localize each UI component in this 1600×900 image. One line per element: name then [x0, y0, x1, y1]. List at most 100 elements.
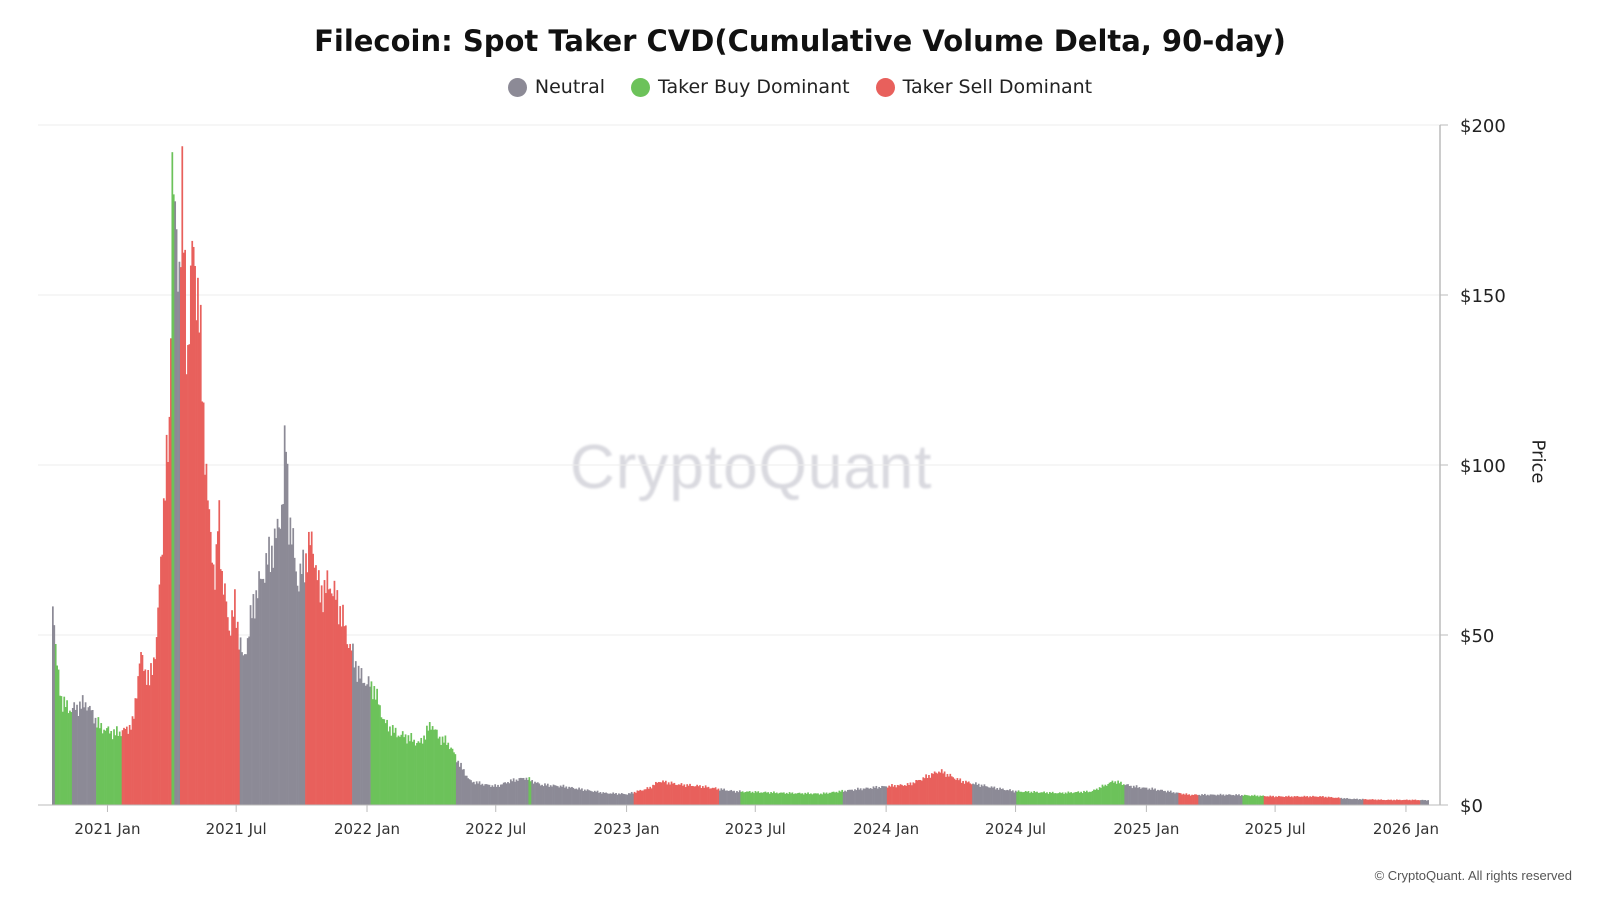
price-bar [1088, 791, 1091, 805]
legend-item-taker-buy[interactable]: Taker Buy Dominant [631, 76, 850, 98]
price-bar [938, 771, 940, 805]
price-bar [451, 748, 454, 805]
price-bar [258, 571, 260, 805]
legend-item-taker-sell[interactable]: Taker Sell Dominant [875, 76, 1092, 98]
price-bar [131, 716, 134, 805]
price-bar [527, 779, 529, 805]
price-bar [730, 789, 733, 805]
price-bar [413, 739, 415, 805]
price-bar [1195, 794, 1198, 805]
price-bar [1010, 791, 1013, 805]
price-bar [1339, 798, 1341, 805]
price-bar [464, 775, 467, 805]
price-bar [427, 730, 430, 805]
price-bar [817, 793, 819, 805]
price-bar [812, 793, 815, 805]
price-bar [734, 792, 737, 805]
price-bar [576, 789, 579, 805]
price-bar [707, 786, 710, 805]
price-bar [965, 780, 967, 805]
price-bar [1115, 783, 1118, 805]
price-bar [178, 261, 181, 805]
price-bar [414, 745, 417, 805]
price-bar [399, 736, 401, 805]
y-tick-label: $150 [1460, 286, 1506, 307]
price-bar [266, 564, 269, 805]
price-bar [177, 291, 179, 806]
price-bar [1206, 794, 1209, 805]
price-bar [326, 570, 329, 805]
price-bar [1074, 792, 1077, 805]
x-tick-label: 2024 Jul [985, 820, 1046, 838]
price-bar [276, 518, 279, 805]
price-bar [1317, 796, 1320, 805]
price-bar [697, 786, 700, 805]
price-bar [805, 793, 808, 805]
price-bar [555, 785, 558, 805]
price-bar [663, 782, 666, 805]
price-bar [909, 782, 912, 805]
price-bar [1343, 798, 1346, 805]
price-bar [531, 780, 534, 805]
price-bar [245, 654, 248, 805]
price-bar [1002, 788, 1004, 805]
price-bar [64, 707, 67, 805]
price-bar [903, 785, 906, 805]
x-tick-label: 2025 Jul [1245, 820, 1306, 838]
price-bar [1349, 798, 1351, 805]
price-bar [616, 794, 619, 805]
price-bar [1107, 784, 1110, 805]
price-bar [1121, 785, 1124, 805]
price-bar [1167, 790, 1169, 805]
price-bar [94, 717, 97, 805]
price-bar [366, 684, 369, 805]
price-bar [325, 593, 327, 805]
price-bar [1341, 798, 1344, 805]
price-bar [536, 782, 539, 805]
price-bar [202, 402, 205, 805]
price-bar [396, 737, 398, 805]
price-bar [1320, 796, 1323, 805]
price-bar [847, 789, 849, 805]
price-bar [637, 790, 640, 805]
price-bar [491, 785, 494, 805]
price-bar [1363, 799, 1366, 805]
price-bar [1415, 800, 1418, 805]
price-bar [170, 338, 172, 805]
price-bar [1397, 799, 1400, 805]
price-bar [1036, 791, 1038, 805]
price-bar [1367, 799, 1370, 805]
price-bar [1179, 793, 1182, 805]
price-bar [225, 601, 228, 805]
price-bar [652, 784, 654, 805]
price-bar [1159, 789, 1162, 805]
price-bar [659, 782, 662, 805]
price-bar [120, 736, 122, 805]
legend-item-neutral[interactable]: Neutral [507, 76, 605, 98]
price-bar [1248, 795, 1250, 805]
price-bar [401, 731, 404, 805]
price-bar [302, 549, 305, 805]
price-bar [1366, 799, 1368, 805]
price-bar [1326, 797, 1329, 805]
price-bar [929, 777, 932, 805]
price-bar [802, 794, 805, 805]
price-bar [101, 733, 104, 805]
price-bar [673, 782, 676, 805]
price-bar [373, 686, 376, 805]
price-bar [1192, 794, 1195, 805]
price-bar [1130, 785, 1132, 805]
price-bar [699, 785, 701, 805]
price-bar [296, 585, 299, 805]
price-bar [1054, 793, 1057, 805]
price-bar [591, 791, 593, 805]
price-bar [824, 793, 826, 805]
y-tick-label: $0 [1460, 796, 1483, 817]
price-bar [116, 726, 118, 805]
price-bar [461, 769, 464, 805]
price-bar [1024, 790, 1027, 805]
price-bar [1268, 796, 1270, 805]
price-bar [1275, 796, 1277, 805]
price-bar [1087, 792, 1090, 805]
price-bar [815, 793, 818, 805]
